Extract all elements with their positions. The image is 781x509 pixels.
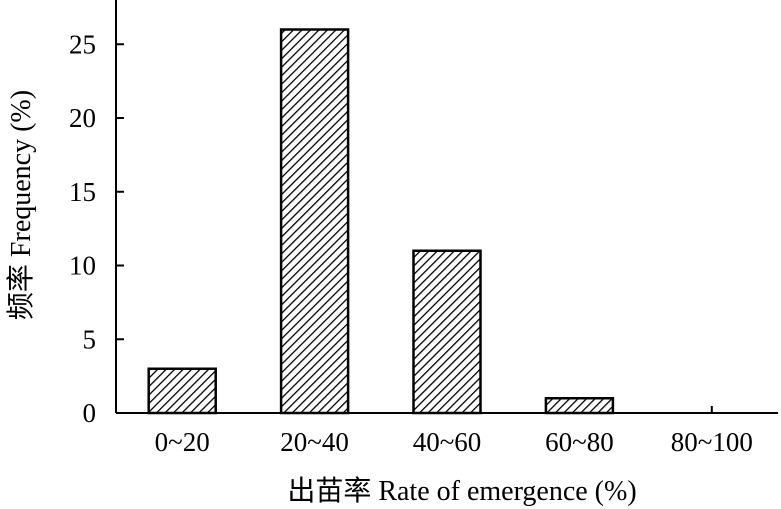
y-axis-ticks: 0 5 10 15 20 25 [69,29,124,428]
x-axis-ticks: 0~20 20~40 40~60 60~80 80~100 [155,406,753,457]
y-tick-label: 10 [69,251,96,281]
x-tick-label: 60~80 [545,427,614,457]
y-tick-label: 20 [69,103,96,133]
y-axis-title: 频率 Frequency (%) [5,90,37,320]
x-axis-title: 出苗率 Rate of emergence (%) [287,475,636,507]
bar-0~20 [147,367,217,415]
y-tick-label: 15 [69,177,96,207]
x-tick-label: 80~100 [671,427,753,457]
x-tick-label: 20~40 [280,427,349,457]
y-tick-label: 5 [83,324,97,354]
x-tick-label: 40~60 [413,427,482,457]
y-tick-label: 25 [69,29,96,59]
bar-40~60 [412,249,482,415]
x-tick-label: 0~20 [155,427,210,457]
bar-60~80 [544,397,615,415]
bar-20~40 [279,28,350,415]
bars [147,28,615,415]
y-tick-label: 0 [83,398,97,428]
